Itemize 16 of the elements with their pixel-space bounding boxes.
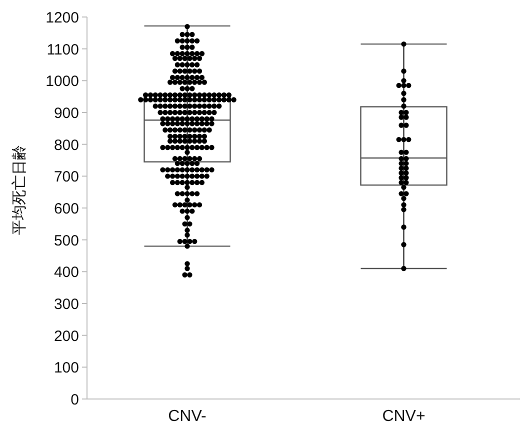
x-tick-label: CNV+: [382, 408, 426, 425]
y-tick-label: 800: [54, 136, 79, 154]
y-tick-label: 1200: [46, 10, 79, 26]
y-tick-label: 600: [54, 200, 79, 218]
y-tick-label: 0: [70, 392, 79, 408]
y-tick-label: 200: [54, 328, 79, 345]
y-tick-label: 500: [54, 232, 79, 250]
y-tick-label: 300: [54, 296, 79, 313]
x-tick-label: CNV-: [168, 408, 206, 425]
y-tick-label: 400: [54, 264, 79, 282]
y-tick-label: 900: [54, 105, 79, 122]
y-axis-title: 平均死亡日齢: [11, 145, 28, 235]
y-tick-label: 100: [54, 360, 79, 377]
y-tick-label: 1000: [46, 73, 79, 90]
y-tick-label: 700: [54, 168, 79, 186]
y-tick-label: 1100: [46, 41, 79, 58]
